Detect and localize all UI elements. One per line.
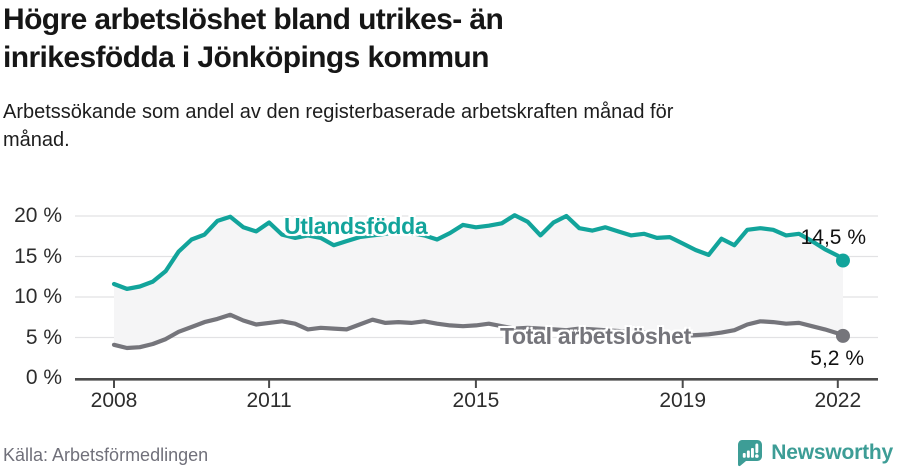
utlandsfodda-end-dot <box>835 253 850 268</box>
total-arbetsloshet-end-value-label: 5,2 % <box>810 347 864 370</box>
total-arbetsloshet-end-dot <box>835 328 850 343</box>
utlandsfodda-end-value-label: 14,5 % <box>800 226 866 249</box>
x-tick-label: 2011 <box>246 389 292 412</box>
utlandsfodda-series-label: Utlandsfödda <box>284 213 428 239</box>
utlandsfodda-line <box>111 213 846 291</box>
y-tick-label: 20 % <box>14 204 62 227</box>
x-tick-label: 2015 <box>452 389 500 412</box>
y-tick-label: 0 % <box>25 366 62 389</box>
x-tick-label: 2008 <box>90 389 138 412</box>
y-tick-label: 5 % <box>25 325 62 349</box>
y-tick-label: 10 % <box>14 285 62 308</box>
subtitle-line-1: Arbetssökande som andel av den registerb… <box>3 101 674 123</box>
brand-name: Newsworthy <box>771 440 893 464</box>
subtitle-line-2: månad. <box>3 129 70 151</box>
x-tick-label: 2022 <box>814 389 862 412</box>
total-arbetsloshet-line <box>111 312 846 351</box>
newsworthy-bubble-chart-icon <box>738 440 763 467</box>
title-line-1: Högre arbetslöshet bland utrikes- än <box>3 3 504 36</box>
chart-subtitle: Arbetssökande som andel av den registerb… <box>3 98 863 154</box>
y-tick-label: 15 % <box>14 244 62 268</box>
page-title: Högre arbetslöshet bland utrikes- än inr… <box>3 1 723 77</box>
newsworthy-logo[interactable]: Newsworthy <box>735 438 893 467</box>
total-arbetsloshet-series-label: Total arbetslöshet <box>500 323 691 349</box>
between-series-band <box>114 215 843 348</box>
source-credit: Källa: Arbetsförmedlingen <box>3 445 209 465</box>
title-line-2: inrikesfödda i Jönköpings kommun <box>3 41 489 74</box>
x-tick-label: 2019 <box>659 389 707 412</box>
